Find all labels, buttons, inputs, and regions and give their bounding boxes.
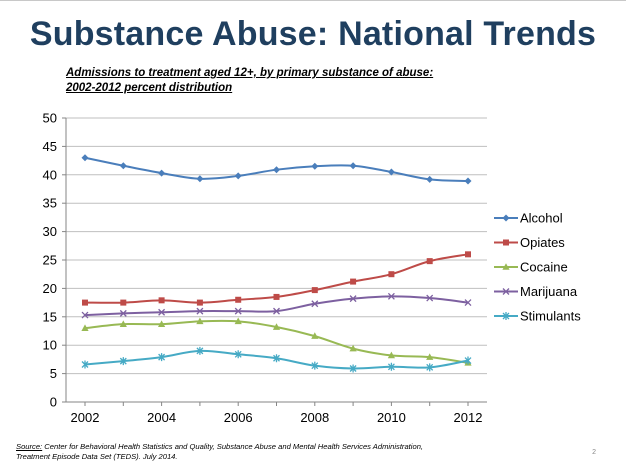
gridlines [66, 117, 487, 375]
point-opiates [311, 287, 318, 294]
source-text-2: Treatment Episode Data Set (TEDS). July … [16, 452, 178, 461]
point-alcohol [81, 154, 89, 162]
x-tick-label: 2012 [454, 410, 483, 425]
subtitle-line-2: 2002-2012 percent distribution [66, 82, 233, 94]
point-opiates [158, 297, 165, 304]
x-tick-label: 2008 [300, 410, 329, 425]
point-alcohol [158, 169, 166, 177]
source-label: Source: [16, 442, 43, 451]
point-stimulants [158, 353, 166, 362]
point-marijuana [234, 307, 242, 315]
legend-marker-stimulants [502, 312, 510, 320]
y-tick-label: 25 [43, 253, 57, 268]
point-stimulants [426, 363, 434, 372]
point-cocaine [119, 320, 127, 327]
point-stimulants [311, 361, 319, 370]
point-opiates [273, 293, 280, 300]
point-stimulants [81, 360, 89, 369]
point-opiates [120, 299, 127, 306]
point-opiates [235, 296, 242, 303]
point-cocaine [311, 332, 319, 339]
point-cocaine [426, 353, 434, 360]
legend-marker-cocaine [502, 263, 510, 270]
point-opiates [426, 258, 433, 265]
point-marijuana [349, 295, 357, 303]
point-alcohol [349, 162, 357, 170]
x-tick-label: 2006 [224, 410, 253, 425]
legend-label-marijuana: Marijuana [520, 284, 578, 299]
point-alcohol [387, 168, 395, 176]
point-marijuana [119, 309, 127, 317]
point-marijuana [158, 308, 166, 316]
point-alcohol [196, 175, 204, 183]
y-tick-label: 5 [50, 366, 57, 381]
x-tick-label: 2004 [147, 410, 176, 425]
point-stimulants [387, 362, 395, 371]
point-opiates [196, 299, 203, 306]
point-stimulants [464, 356, 472, 365]
point-marijuana [387, 292, 395, 300]
source-text: Center for Behavioral Health Statistics … [42, 442, 424, 451]
subtitle-line-1: Admissions to treatment aged 12+, by pri… [66, 67, 434, 79]
point-opiates [388, 271, 395, 278]
series-lines [84, 156, 469, 370]
point-cocaine [234, 317, 242, 325]
y-tick-label: 40 [43, 167, 57, 182]
point-cocaine [272, 323, 281, 330]
point-opiates [350, 278, 357, 285]
point-cocaine [349, 344, 357, 352]
point-alcohol [311, 162, 319, 170]
point-alcohol [426, 175, 434, 183]
x-tick-label: 2010 [377, 410, 406, 425]
point-alcohol [464, 177, 472, 185]
point-marijuana [273, 307, 280, 315]
legend-marker-alcohol [502, 214, 510, 222]
point-marijuana [81, 311, 89, 319]
y-tick-label: 50 [43, 111, 57, 126]
y-tick-label: 35 [43, 196, 57, 211]
y-tick-label: 10 [43, 338, 57, 353]
legend-label-alcohol: Alcohol [520, 211, 563, 226]
legend: Alcohol Opiates Cocaine Marijuana Stimulants [494, 211, 581, 324]
series-markers [81, 154, 472, 373]
source-citation: Source: Center for Behavioral Health Sta… [16, 442, 576, 462]
chart-subtitle: Admissions to treatment aged 12+, by pri… [66, 66, 433, 96]
legend-label-opiates: Opiates [520, 235, 565, 250]
point-alcohol [234, 172, 242, 180]
y-tick-label: 20 [43, 281, 57, 296]
tick-labels: 0 5 10 15 20 25 30 35 40 45 50 2002 2004 2006 2008 2010… [43, 111, 483, 426]
legend-marker-opiates [503, 239, 509, 246]
point-stimulants [349, 364, 357, 373]
x-tick-label: 2002 [71, 410, 100, 425]
point-cocaine [196, 317, 204, 325]
point-marijuana [464, 299, 472, 307]
point-cocaine [158, 320, 166, 327]
legend-label-stimulants: Stimulants [520, 309, 581, 324]
axes [62, 117, 487, 406]
point-stimulants [234, 350, 242, 359]
point-alcohol [273, 166, 280, 174]
point-marijuana [311, 300, 319, 308]
page-number: 2 [592, 449, 596, 456]
point-alcohol [119, 162, 127, 170]
point-cocaine [387, 351, 395, 359]
point-stimulants [196, 346, 204, 355]
legend-marker-marijuana [502, 288, 510, 295]
y-tick-label: 45 [43, 139, 57, 154]
point-opiates [82, 299, 88, 306]
legend-label-cocaine: Cocaine [520, 260, 568, 275]
slide-title: Substance Abuse: National Trends [29, 15, 597, 53]
point-marijuana [196, 307, 204, 315]
y-tick-label: 30 [43, 224, 57, 239]
point-opiates [465, 251, 471, 258]
point-cocaine [81, 324, 89, 331]
y-tick-label: 15 [43, 309, 57, 324]
point-stimulants [273, 354, 280, 363]
point-stimulants [119, 357, 127, 366]
point-marijuana [426, 294, 434, 302]
y-tick-label: 0 [50, 395, 57, 410]
